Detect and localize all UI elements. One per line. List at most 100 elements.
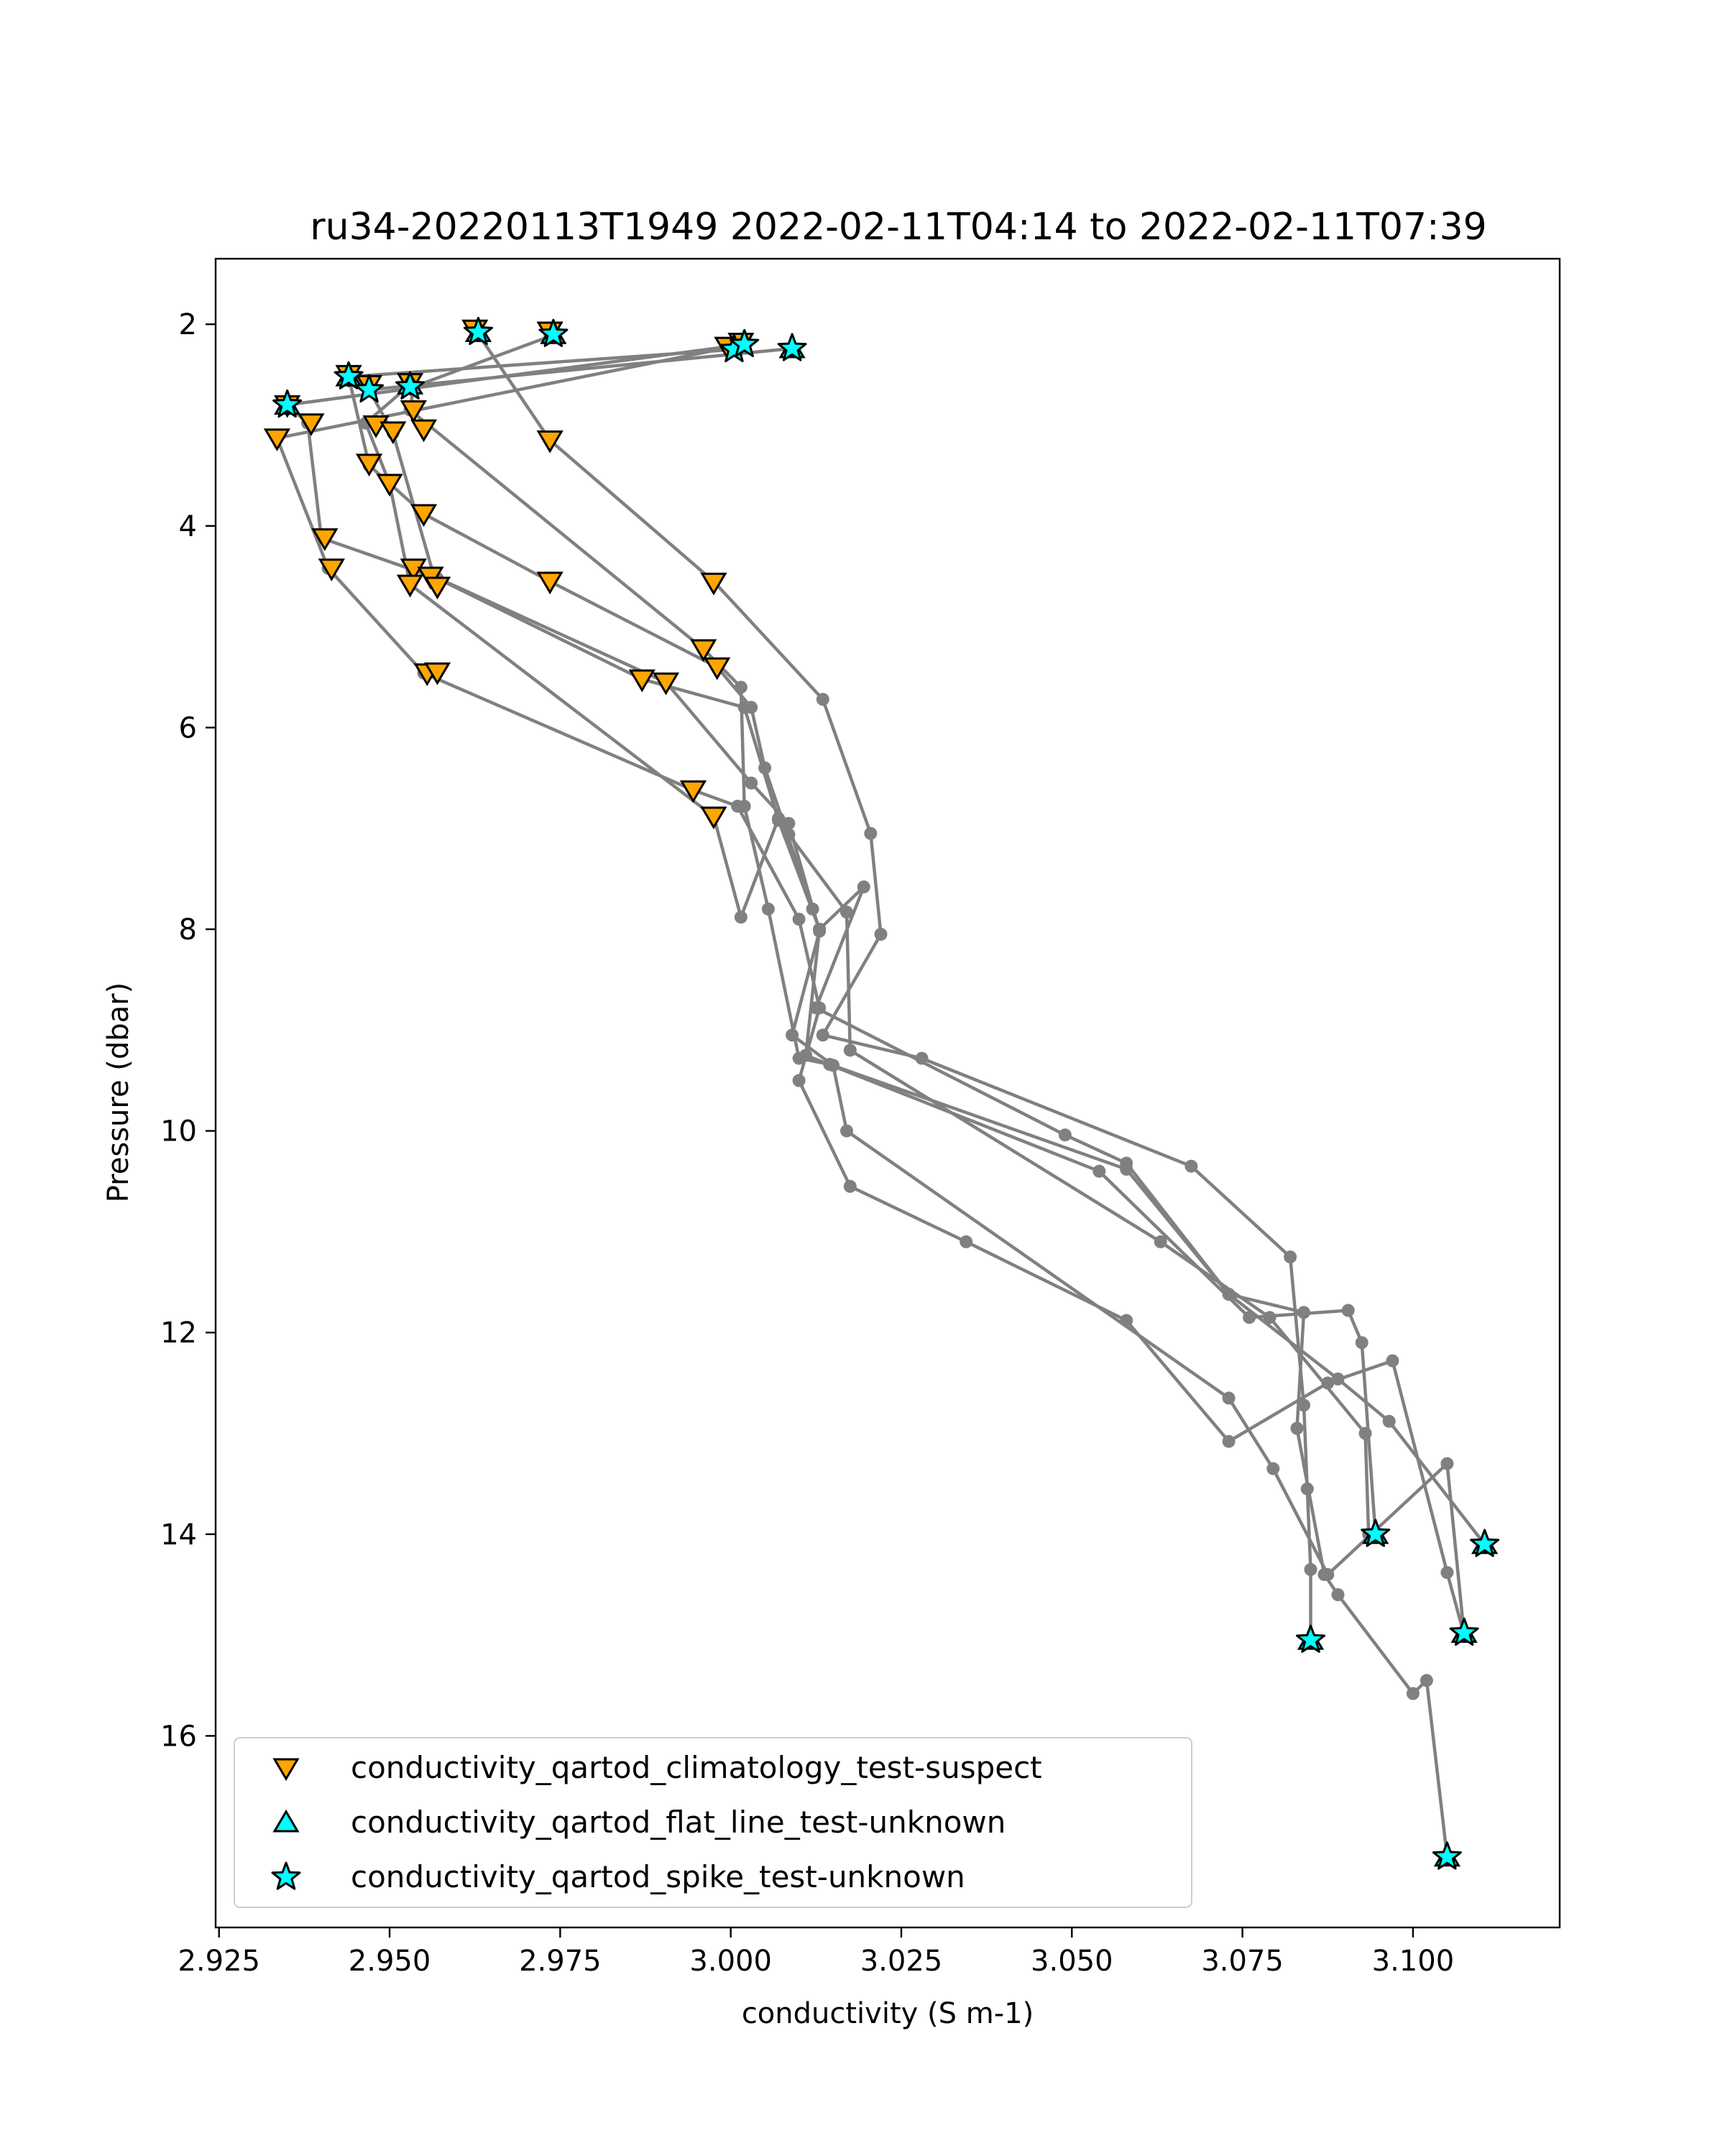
profile-point bbox=[761, 902, 775, 916]
x-tick-label: 3.050 bbox=[1031, 1945, 1113, 1978]
spike-marker bbox=[1296, 1624, 1325, 1653]
legend-marker-spike bbox=[271, 1861, 301, 1890]
profile-point bbox=[1120, 1314, 1133, 1327]
suspect-marker bbox=[628, 669, 656, 693]
legend-marker-flat-line bbox=[272, 1809, 300, 1833]
suspect-marker bbox=[318, 558, 345, 581]
profile-point bbox=[792, 1074, 806, 1087]
x-tick-label: 2.950 bbox=[349, 1945, 431, 1978]
profile-point bbox=[816, 1028, 829, 1042]
y-tick-label: 6 bbox=[179, 711, 197, 745]
legend: conductivity_qartod_climatology_test-sus… bbox=[234, 1737, 1192, 1908]
profile-line-7 bbox=[364, 383, 1371, 1534]
spike-marker bbox=[777, 333, 807, 361]
profile-point bbox=[737, 701, 751, 714]
profile-point bbox=[1420, 1674, 1433, 1687]
x-tick-label: 3.100 bbox=[1372, 1945, 1455, 1978]
legend-box bbox=[234, 1737, 1192, 1908]
y-tick-label: 4 bbox=[179, 510, 197, 543]
profile-point bbox=[1341, 1304, 1355, 1317]
profile-line-2 bbox=[408, 334, 1449, 1858]
y-axis-label: Pressure (dbar) bbox=[102, 982, 135, 1202]
y-axis: 2 4 6 8 10 12 14 16 bbox=[160, 308, 216, 1753]
x-axis: 2.925 2.950 2.975 3.000 3.025 3.050 3.075 3.100 bbox=[178, 1927, 1454, 1978]
suspect-marker bbox=[679, 780, 707, 803]
x-tick-label: 3.000 bbox=[689, 1945, 772, 1978]
profile-point bbox=[772, 811, 786, 825]
profile-point bbox=[1222, 1434, 1236, 1448]
qc-markers bbox=[263, 316, 1500, 1870]
spike-marker bbox=[354, 374, 385, 403]
suspect-marker bbox=[690, 639, 717, 663]
spike-marker bbox=[1470, 1529, 1500, 1557]
profile-point bbox=[843, 1044, 857, 1057]
profile-point bbox=[827, 1059, 840, 1072]
spike-marker bbox=[538, 318, 569, 347]
profile-point bbox=[734, 911, 748, 924]
y-tick-label: 16 bbox=[160, 1720, 197, 1753]
spike-marker bbox=[463, 316, 493, 346]
chart-title: ru34-20220113T1949 2022-02-11T04:14 to 2… bbox=[310, 206, 1486, 249]
x-axis-label: conductivity (S m-1) bbox=[742, 1997, 1034, 2030]
profile-point bbox=[1058, 1128, 1072, 1142]
spike-marker bbox=[730, 328, 760, 357]
profile-point bbox=[1222, 1391, 1236, 1405]
profile-point bbox=[813, 924, 827, 938]
profile-point bbox=[1355, 1336, 1368, 1350]
profile-point bbox=[960, 1235, 973, 1248]
y-tick-label: 12 bbox=[160, 1317, 197, 1350]
profile-point bbox=[1382, 1414, 1396, 1428]
profile-point bbox=[1263, 1311, 1276, 1325]
profile-point bbox=[1184, 1159, 1198, 1173]
suspect-marker bbox=[410, 419, 438, 443]
profile-point bbox=[857, 880, 870, 894]
y-tick-label: 10 bbox=[160, 1115, 197, 1148]
suspect-marker bbox=[380, 421, 407, 445]
profile-point bbox=[840, 906, 853, 919]
plot-frame bbox=[214, 257, 1561, 1929]
suspect-marker bbox=[355, 453, 383, 476]
profile-point bbox=[731, 799, 745, 813]
profile-point bbox=[1321, 1567, 1335, 1581]
profile-point bbox=[745, 776, 758, 790]
suspect-marker bbox=[423, 662, 451, 686]
profile-point bbox=[840, 1124, 853, 1138]
spike-marker bbox=[1361, 1519, 1391, 1547]
profile-point bbox=[1120, 1156, 1133, 1170]
profile-point bbox=[1304, 1562, 1317, 1576]
legend-label-spike: conductivity_qartod_spike_test-unknown bbox=[351, 1859, 965, 1894]
legend-label-suspect: conductivity_qartod_climatology_test-sus… bbox=[351, 1750, 1042, 1785]
suspect-marker bbox=[396, 574, 424, 598]
profile-point bbox=[1297, 1399, 1310, 1412]
spike-marker bbox=[1449, 1617, 1479, 1646]
profile-point bbox=[792, 913, 806, 926]
profile-point bbox=[782, 828, 796, 842]
profile-point bbox=[813, 1001, 827, 1015]
profile-point bbox=[1386, 1354, 1399, 1368]
suspect-marker bbox=[700, 806, 727, 830]
suspect-marker bbox=[704, 657, 731, 681]
suspect-marker bbox=[536, 430, 564, 453]
suspect-marker bbox=[700, 572, 727, 596]
suspect-marker bbox=[400, 400, 427, 423]
profile-point bbox=[843, 1179, 857, 1193]
suspect-marker bbox=[362, 415, 390, 438]
suspect-marker bbox=[536, 571, 564, 595]
suspect-marker bbox=[311, 528, 339, 551]
suspect-marker bbox=[376, 474, 403, 497]
profile-point bbox=[1331, 1588, 1345, 1601]
spike-marker bbox=[272, 389, 303, 418]
legend-label-flat-line: conductivity_qartod_flat_line_test-unkno… bbox=[351, 1805, 1006, 1840]
suspect-marker bbox=[263, 428, 291, 451]
suspect-marker bbox=[410, 504, 438, 528]
suspect-marker bbox=[423, 576, 451, 600]
profile-point bbox=[874, 928, 888, 941]
profile-point bbox=[816, 693, 829, 706]
y-tick-label: 2 bbox=[179, 308, 197, 341]
profile-point bbox=[786, 1028, 799, 1042]
x-tick-label: 2.975 bbox=[519, 1945, 602, 1978]
y-tick-label: 8 bbox=[179, 913, 197, 946]
legend-marker-suspect bbox=[272, 1758, 300, 1782]
profile-point bbox=[1290, 1422, 1304, 1435]
